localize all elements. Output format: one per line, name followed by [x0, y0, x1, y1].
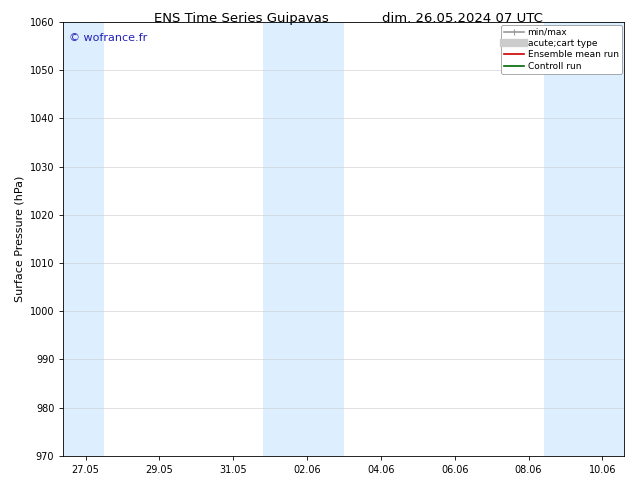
Bar	[262, 22, 344, 456]
Bar	[544, 22, 624, 456]
Bar	[63, 22, 104, 456]
Y-axis label: Surface Pressure (hPa): Surface Pressure (hPa)	[14, 176, 24, 302]
Text: ENS Time Series Guipavas: ENS Time Series Guipavas	[153, 12, 328, 25]
Text: © wofrance.fr: © wofrance.fr	[69, 33, 147, 43]
Text: dim. 26.05.2024 07 UTC: dim. 26.05.2024 07 UTC	[382, 12, 543, 25]
Legend: min/max, acute;cart type, Ensemble mean run, Controll run: min/max, acute;cart type, Ensemble mean …	[501, 25, 622, 74]
